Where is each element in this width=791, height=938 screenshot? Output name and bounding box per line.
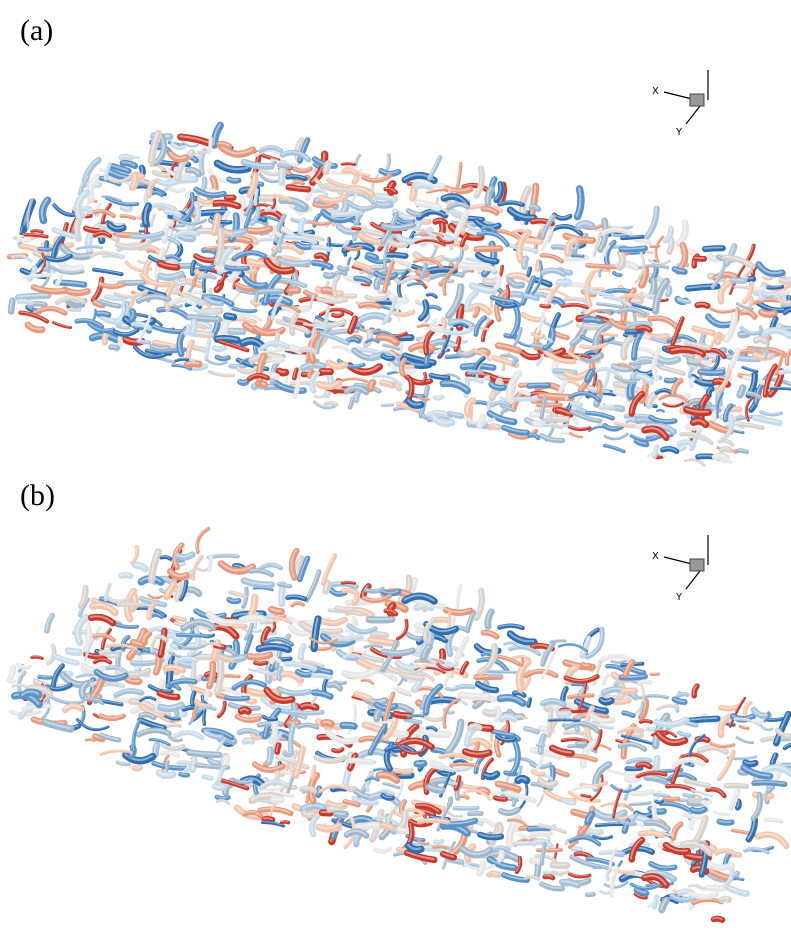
vortex-highlight — [241, 709, 248, 710]
triad-cube — [690, 559, 704, 571]
vortex-highlight — [226, 315, 233, 316]
panel-b: (b) X Y — [8, 479, 791, 920]
vortex-highlight — [39, 248, 50, 249]
vortex-highlight — [538, 404, 561, 405]
vortex-field — [9, 125, 791, 466]
vortex-tube — [467, 613, 473, 631]
triad-x-label: X — [652, 86, 659, 97]
vortex-highlight — [782, 292, 791, 293]
vortex-highlight — [600, 406, 611, 407]
vortex-highlight — [323, 289, 330, 290]
vortex-highlight — [336, 813, 344, 814]
panel-label: (a) — [20, 14, 53, 47]
vortex-highlight — [515, 842, 533, 843]
triad-y-label: Y — [675, 127, 683, 138]
vortex-highlight — [325, 274, 331, 275]
vortex-highlight — [323, 722, 330, 723]
vortex-highlight — [538, 262, 539, 268]
vortex-highlight — [721, 898, 728, 899]
vortex-field — [8, 528, 791, 920]
axis-triad: X Y — [652, 535, 708, 603]
triad-y-label: Y — [675, 592, 683, 603]
vortex-highlight — [229, 330, 242, 331]
figure: (a) X Y (b) X Y — [0, 0, 791, 938]
vortex-highlight — [122, 207, 129, 208]
vortex-highlight — [342, 725, 353, 726]
vortex-tube — [604, 676, 608, 684]
vortex-tube — [662, 368, 684, 374]
vortex-highlight — [39, 676, 50, 677]
vortex-highlight — [110, 346, 116, 347]
vortex-highlight — [273, 799, 281, 800]
vortex-highlight — [538, 849, 561, 850]
triad-y — [686, 571, 700, 589]
vortex-highlight — [244, 740, 251, 741]
vortex-highlight — [273, 359, 281, 360]
triad-cube — [690, 94, 704, 106]
triad-y — [686, 106, 700, 124]
vortex-highlight — [434, 619, 447, 620]
vortex-highlight — [529, 384, 548, 385]
vortex-highlight — [552, 418, 566, 419]
vortex-highlight — [476, 248, 499, 249]
vortex-highlight — [187, 363, 199, 364]
vortex-highlight — [527, 240, 540, 241]
vortex-tube — [605, 446, 624, 452]
vortex-highlight — [461, 695, 487, 696]
panel-label: (b) — [20, 479, 55, 512]
vortex-highlight — [572, 255, 583, 256]
vortex-highlight — [625, 415, 648, 416]
triad-x-label: X — [652, 551, 659, 562]
vortex-highlight — [378, 204, 390, 205]
axis-triad: X Y — [652, 70, 708, 138]
vortex-highlight — [726, 785, 746, 786]
vortex-highlight — [372, 633, 385, 634]
vortex-highlight — [369, 619, 392, 620]
vortex-highlight — [708, 887, 723, 888]
vortex-highlight — [515, 398, 533, 399]
vortex-tube — [94, 270, 122, 275]
vortex-highlight — [290, 290, 297, 291]
vortex-highlight — [461, 265, 487, 266]
page: (a) X Y (b) X Y (() => { const data = JS… — [0, 0, 791, 938]
vortex-highlight — [615, 853, 622, 854]
vortex-tube — [197, 529, 208, 552]
vortex-highlight — [732, 280, 743, 281]
vortex-highlight — [324, 630, 340, 631]
vortex-highlight — [600, 852, 611, 853]
vortex-highlight — [721, 448, 728, 449]
vortex-highlight — [705, 247, 723, 248]
vortex-highlight — [552, 864, 566, 865]
panel-a: (a) X Y — [9, 14, 791, 466]
vortex-highlight — [664, 798, 677, 799]
vortex-highlight — [740, 333, 746, 334]
